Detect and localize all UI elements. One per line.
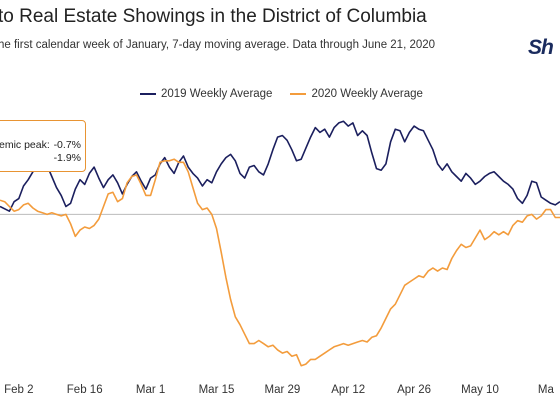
x-axis-ticks: Feb 2 Feb 16 Mar 1 Mar 15 Mar 29 Apr 12 Apr 26… bbox=[4, 384, 554, 396]
x-tick-label: Mar 1 bbox=[136, 384, 165, 396]
chart-legend: 2019 Weekly Average 2020 Weekly Average bbox=[140, 88, 423, 100]
x-tick-label: Feb 2 bbox=[4, 384, 33, 396]
tooltip-label: emic peak: bbox=[0, 139, 50, 151]
series-line-2020[interactable] bbox=[0, 158, 560, 367]
brand-logo: Sh bbox=[528, 36, 554, 59]
x-tick-label: Ma bbox=[538, 384, 555, 396]
x-tick-label: Mar 29 bbox=[265, 384, 301, 396]
legend-swatch-2020 bbox=[290, 93, 307, 95]
series-layer bbox=[0, 120, 560, 367]
legend-label-2019: 2019 Weekly Average bbox=[161, 88, 273, 100]
legend-swatch-2019 bbox=[140, 93, 156, 95]
x-tick-label: Feb 16 bbox=[67, 384, 103, 396]
tooltip-value-2020: -1.9% bbox=[53, 152, 81, 164]
legend-label-2020: 2020 Weekly Average bbox=[311, 88, 423, 100]
x-tick-label: Apr 12 bbox=[331, 384, 365, 396]
chart-subtitle: he first calendar week of January, 7-day… bbox=[0, 39, 436, 51]
x-tick-label: Apr 26 bbox=[397, 384, 431, 396]
x-tick-label: Mar 15 bbox=[199, 384, 235, 396]
tooltip: emic peak: -0.7% -1.9% bbox=[0, 120, 86, 172]
legend-item-2019[interactable]: 2019 Weekly Average bbox=[140, 88, 272, 100]
chart-title: to Real Estate Showings in the District … bbox=[0, 6, 427, 27]
x-tick-label: May 10 bbox=[461, 384, 499, 396]
tooltip-value-2019: -0.7% bbox=[53, 139, 81, 151]
series-line-2019[interactable] bbox=[0, 120, 560, 212]
legend-item-2020[interactable]: 2020 Weekly Average bbox=[290, 88, 423, 100]
